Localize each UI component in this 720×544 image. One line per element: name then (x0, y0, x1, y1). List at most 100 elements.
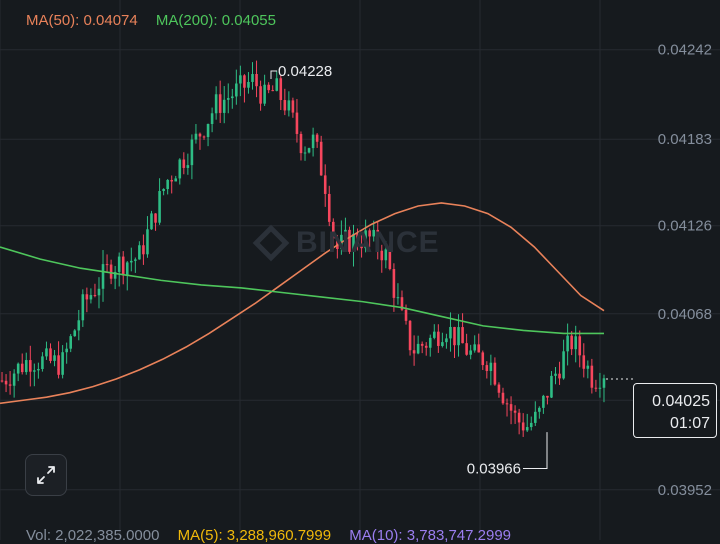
low-marker (523, 432, 548, 470)
candle-body (89, 295, 93, 300)
candle-body (231, 96, 234, 99)
candle (33, 363, 36, 387)
candle (513, 405, 517, 424)
candle (360, 231, 363, 258)
candle-body (235, 83, 238, 97)
candle-body (125, 262, 129, 276)
candle (392, 263, 396, 312)
candle (376, 221, 380, 260)
candle-body (299, 133, 303, 154)
candle (501, 387, 505, 405)
candle (4, 374, 8, 393)
candle-body (376, 229, 380, 251)
candle (117, 252, 121, 287)
candle-body (513, 410, 517, 413)
candle (424, 342, 428, 356)
candle-body (437, 331, 440, 346)
expand-button[interactable] (25, 454, 67, 496)
candle-body (582, 355, 586, 369)
candle-body (400, 297, 404, 310)
candle (311, 127, 315, 157)
candle-body (445, 338, 448, 343)
candle-body (461, 327, 464, 344)
candle (279, 75, 283, 111)
candle-body (562, 351, 565, 379)
candle-body (243, 75, 246, 88)
candle-body (182, 159, 186, 168)
candle (384, 241, 388, 269)
candle (485, 361, 489, 379)
candle (380, 244, 384, 273)
candle-body (206, 123, 210, 138)
candle-body (493, 362, 497, 385)
candle (138, 241, 141, 260)
candle (105, 254, 109, 273)
candle-body (570, 335, 573, 350)
candle-body (428, 337, 432, 348)
candle (113, 265, 117, 290)
candle-body (117, 256, 121, 272)
candle (368, 228, 371, 248)
expand-arrows-icon (37, 466, 55, 484)
candle (327, 185, 331, 227)
candle (481, 350, 485, 371)
candle-body (37, 369, 40, 371)
candle (214, 86, 218, 120)
candle (174, 175, 178, 182)
candle (291, 97, 295, 118)
candle (29, 345, 32, 387)
candle-body (283, 100, 287, 111)
candle-body (505, 403, 509, 405)
candle (352, 224, 355, 267)
candle (554, 366, 557, 385)
candle-body (69, 336, 72, 349)
candle-body (473, 344, 476, 351)
candle-body (121, 256, 125, 276)
candle (65, 342, 68, 364)
candle (93, 283, 97, 298)
candle-countdown: 01:07 (669, 415, 710, 432)
ma200-line (0, 246, 604, 335)
candle-body (348, 229, 351, 252)
moving-average-lines (0, 202, 605, 405)
y-tick-label: 0.04183 (658, 131, 712, 148)
candle (364, 219, 367, 253)
candle (170, 175, 173, 194)
candle-body (4, 380, 8, 385)
candle-body (178, 159, 182, 179)
candle-body (598, 387, 602, 389)
candle-body (307, 148, 311, 153)
y-tick-label: 0.04126 (658, 218, 712, 235)
candle-body (356, 233, 359, 246)
candle-body (101, 264, 105, 289)
candle (134, 257, 137, 273)
candle (12, 369, 16, 398)
candle (574, 325, 577, 363)
candle-body (158, 191, 161, 223)
candle (61, 345, 64, 379)
candle-body (319, 141, 323, 176)
candle-body (433, 331, 436, 338)
ma200-legend: MA(200): 0.04055 (155, 12, 276, 29)
candle-body (259, 86, 262, 104)
candle-body (12, 373, 16, 386)
candle-body (295, 112, 299, 134)
candle (271, 85, 274, 92)
candle-body (93, 295, 97, 297)
candle (336, 234, 339, 259)
candle (525, 413, 529, 433)
candle-body (291, 100, 295, 113)
candle (202, 135, 206, 140)
candle (441, 332, 444, 348)
candle-body (408, 320, 412, 351)
candle-body (396, 297, 400, 299)
candle-body (497, 384, 501, 393)
candle-body (416, 343, 420, 354)
candle-body (16, 363, 20, 374)
candle (534, 401, 537, 426)
candle-body (24, 360, 28, 373)
high-marker (270, 70, 277, 79)
y-tick-label: 0.04242 (658, 42, 712, 59)
candle-body (279, 78, 283, 101)
candle-body (546, 395, 549, 398)
